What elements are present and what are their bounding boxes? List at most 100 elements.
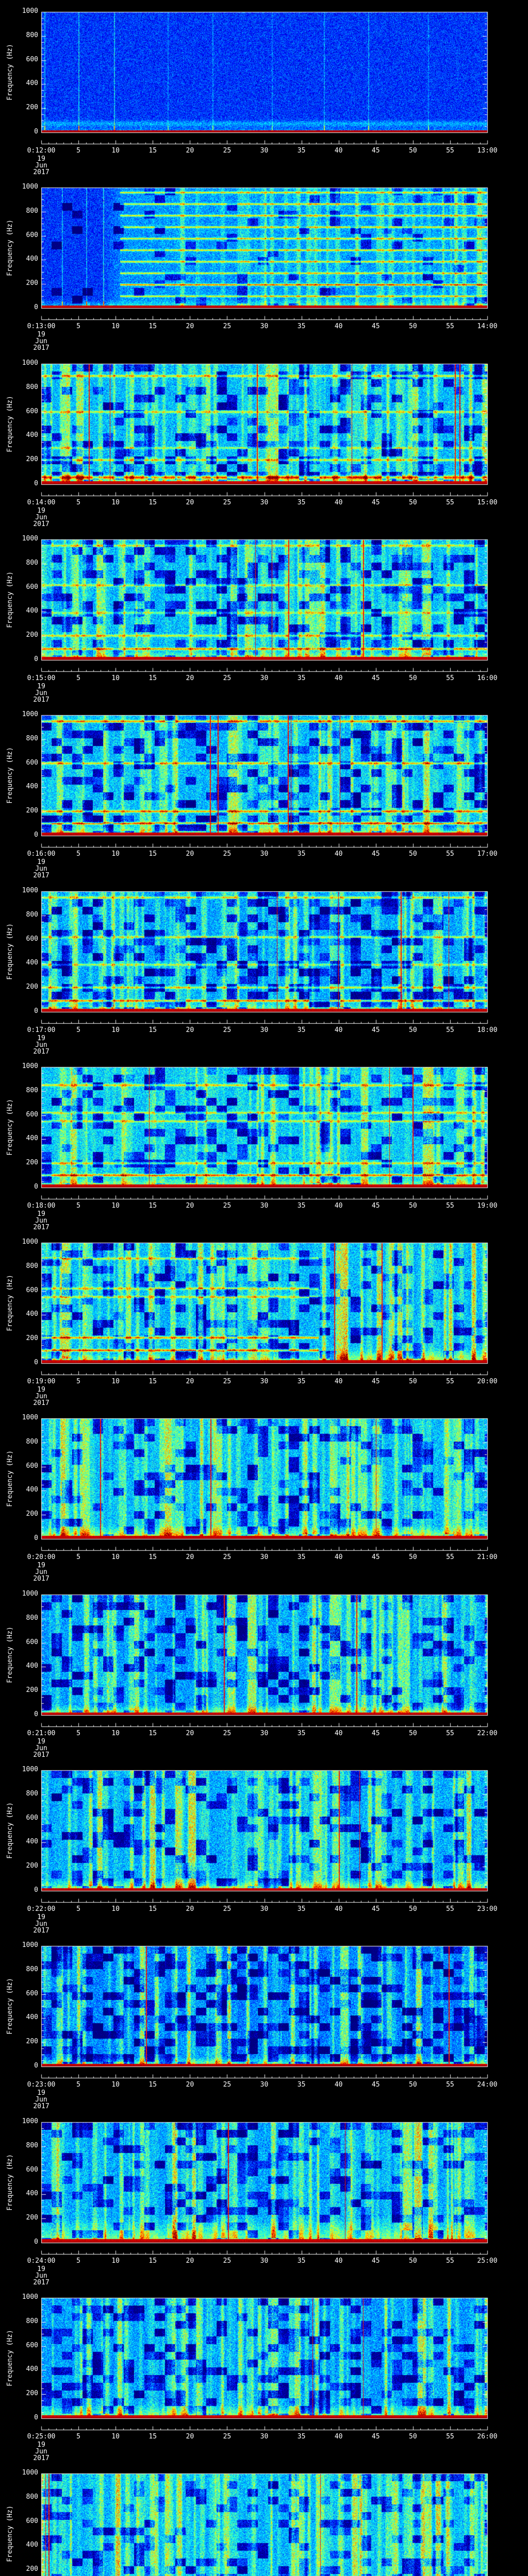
y-tick-label: 0 (34, 831, 38, 839)
x-start-time-label: 0:18:00 (27, 1202, 56, 1210)
y-tick-label: 200 (26, 2389, 38, 2398)
date-day-label: 19 (37, 331, 45, 338)
x-tick-label: 45 (371, 2257, 380, 2265)
spectrogram-panel-21: Frequency (Hz) 0 200 400 600 800 1000 0:21:00 22… (0, 1583, 528, 1759)
x-tick-label: 5 (76, 499, 80, 506)
x-end-time-label: 14:00 (477, 323, 498, 330)
date-year-label: 2017 (33, 1224, 50, 1231)
y-tick-label: 0 (34, 1534, 38, 1542)
x-tick-label: 15 (148, 1378, 157, 1385)
y-axis-title: Frequency (Hz) (6, 2154, 14, 2211)
x-tick-label: 20 (186, 1905, 194, 1913)
spectrogram-canvas (0, 1055, 528, 1231)
x-tick-label: 45 (371, 147, 380, 155)
x-tick-label: 50 (409, 1905, 417, 1913)
x-end-time-label: 24:00 (477, 2081, 498, 2089)
date-day-label: 19 (37, 1386, 45, 1394)
y-tick-label: 1000 (22, 1414, 38, 1421)
x-tick-label: 50 (409, 1730, 417, 1737)
x-tick-label: 25 (223, 1378, 232, 1385)
x-tick-label: 10 (111, 850, 120, 858)
x-tick-label: 50 (409, 2081, 417, 2089)
x-tick-label: 55 (446, 1202, 454, 1210)
x-tick-label: 45 (371, 1905, 380, 1913)
x-tick-label: 55 (446, 147, 454, 155)
x-tick-label: 35 (297, 2081, 306, 2089)
x-tick-label: 35 (297, 147, 306, 155)
y-tick-label: 0 (34, 2062, 38, 2070)
x-start-time-label: 0:21:00 (27, 1730, 56, 1737)
y-tick-label: 1000 (22, 1238, 38, 1246)
date-year-label: 2017 (33, 2279, 50, 2286)
spectrogram-canvas (0, 879, 528, 1056)
date-month-label: Jun (35, 2272, 47, 2280)
x-tick-label: 5 (76, 1730, 80, 1737)
y-tick-label: 600 (26, 758, 38, 767)
y-tick-label: 400 (26, 2013, 38, 2022)
x-tick-label: 35 (297, 2433, 306, 2441)
x-tick-label: 10 (111, 2257, 120, 2265)
x-tick-label: 55 (446, 1905, 454, 1913)
x-tick-label: 50 (409, 323, 417, 330)
date-day-label: 19 (37, 1035, 45, 1042)
date-year-label: 2017 (33, 1575, 50, 1583)
x-tick-label: 35 (297, 1026, 306, 1034)
x-end-time-label: 20:00 (477, 1378, 498, 1385)
x-tick-label: 30 (260, 674, 269, 682)
x-tick-label: 40 (334, 1905, 343, 1913)
x-tick-label: 30 (260, 323, 269, 330)
x-tick-label: 15 (148, 1026, 157, 1034)
x-tick-label: 45 (371, 2081, 380, 2089)
x-tick-label: 45 (371, 323, 380, 330)
date-day-label: 19 (37, 1562, 45, 1569)
x-tick-label: 10 (111, 1905, 120, 1913)
date-day-label: 19 (37, 1913, 45, 1921)
x-tick-label: 35 (297, 1378, 306, 1385)
x-tick-label: 55 (446, 1026, 454, 1034)
x-tick-label: 55 (446, 1553, 454, 1561)
y-tick-label: 0 (34, 1007, 38, 1015)
x-tick-label: 40 (334, 2081, 343, 2089)
x-tick-label: 50 (409, 499, 417, 506)
x-tick-label: 55 (446, 499, 454, 506)
x-tick-label: 40 (334, 2257, 343, 2265)
y-tick-label: 600 (26, 1814, 38, 1822)
x-tick-label: 5 (76, 1026, 80, 1034)
x-tick-label: 50 (409, 1026, 417, 1034)
y-tick-label: 600 (26, 2517, 38, 2525)
x-tick-label: 10 (111, 323, 120, 330)
x-tick-label: 15 (148, 674, 157, 682)
x-tick-label: 50 (409, 850, 417, 858)
x-tick-label: 35 (297, 850, 306, 858)
x-tick-label: 50 (409, 1202, 417, 1210)
y-tick-label: 800 (26, 383, 38, 391)
date-month-label: Jun (35, 1217, 47, 1225)
y-tick-label: 200 (26, 983, 38, 991)
x-tick-label: 40 (334, 1553, 343, 1561)
y-tick-label: 400 (26, 783, 38, 791)
y-tick-label: 0 (34, 1710, 38, 1718)
x-tick-label: 40 (334, 2433, 343, 2441)
spectrogram-panel-12: Frequency (Hz) 0 200 400 600 800 1000 0:12:00 13… (0, 0, 528, 176)
date-month-label: Jun (35, 865, 47, 873)
x-tick-label: 5 (76, 2433, 80, 2441)
x-tick-label: 55 (446, 674, 454, 682)
date-month-label: Jun (35, 1568, 47, 1576)
x-end-time-label: 15:00 (477, 499, 498, 506)
y-tick-label: 200 (26, 631, 38, 639)
x-tick-label: 10 (111, 1730, 120, 1737)
y-tick-label: 600 (26, 1989, 38, 1997)
date-day-label: 19 (37, 155, 45, 163)
y-tick-label: 800 (26, 2317, 38, 2325)
x-tick-label: 35 (297, 1202, 306, 1210)
y-tick-label: 800 (26, 1614, 38, 1622)
date-day-label: 19 (37, 1210, 45, 1218)
x-tick-label: 30 (260, 2081, 269, 2089)
y-tick-label: 0 (34, 303, 38, 311)
x-tick-label: 20 (186, 1378, 194, 1385)
x-tick-label: 30 (260, 1026, 269, 1034)
x-tick-label: 50 (409, 1553, 417, 1561)
x-tick-label: 25 (223, 147, 232, 155)
x-tick-label: 35 (297, 2257, 306, 2265)
x-end-time-label: 26:00 (477, 2433, 498, 2441)
